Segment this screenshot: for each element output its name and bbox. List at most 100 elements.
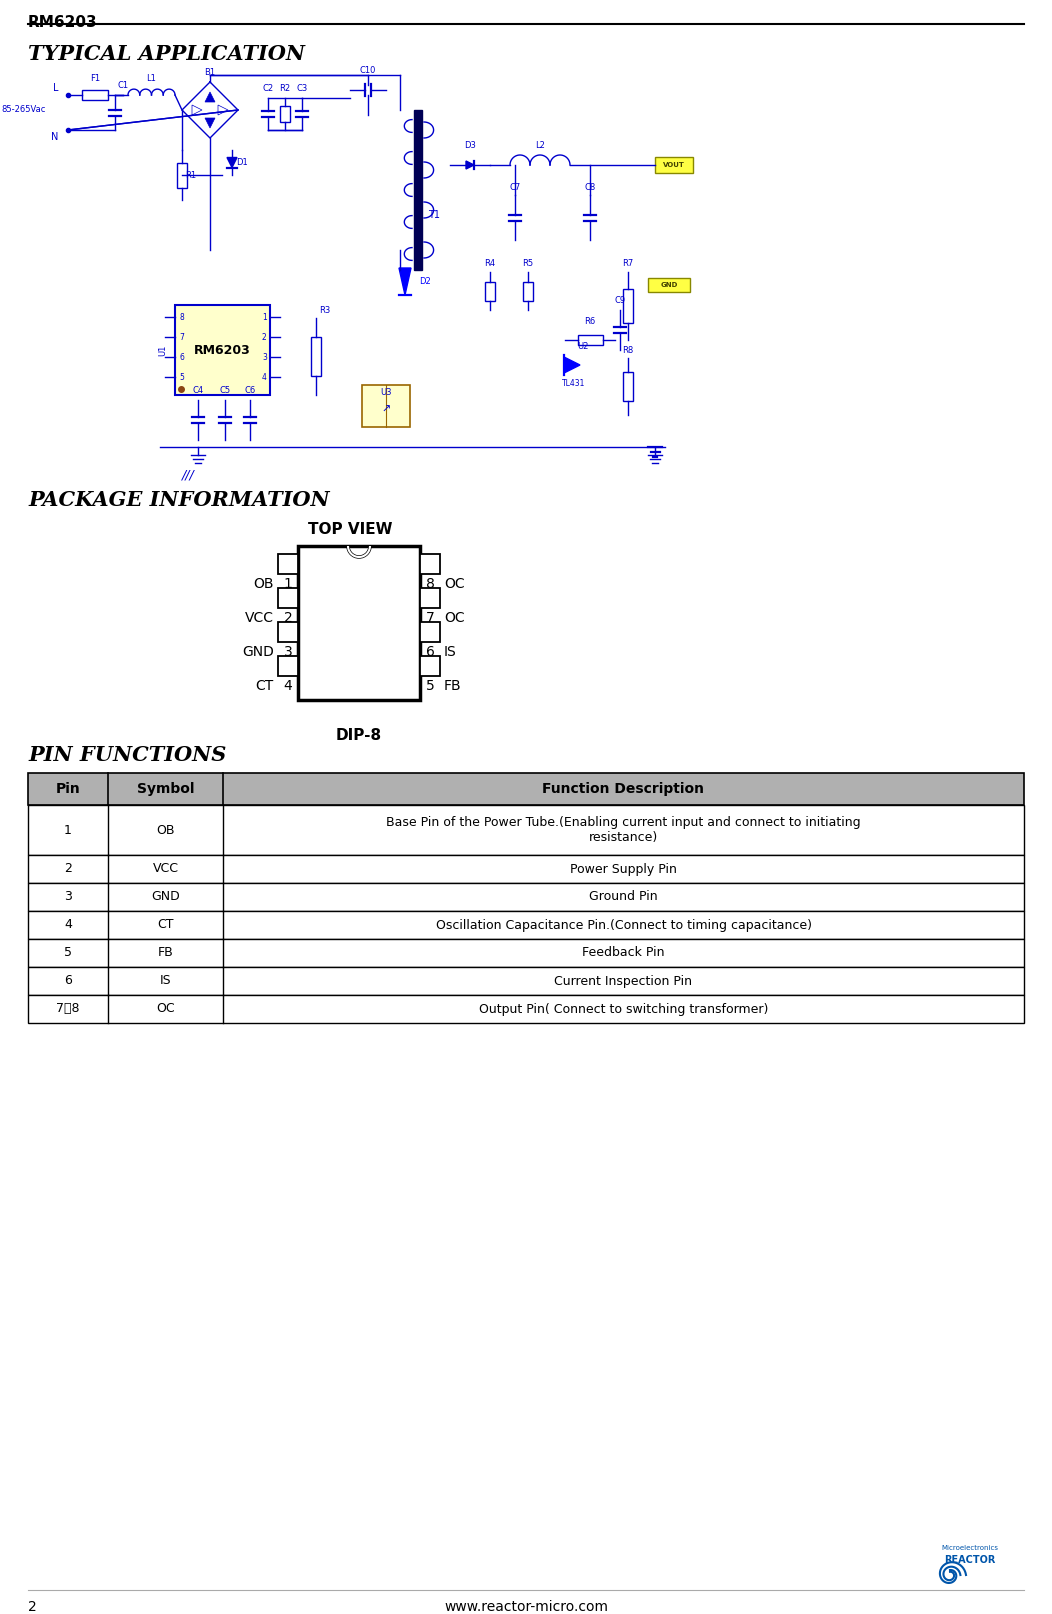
Text: 6: 6 bbox=[426, 646, 434, 659]
Bar bbox=[362, 386, 410, 428]
Polygon shape bbox=[205, 92, 215, 102]
Text: REACTOR: REACTOR bbox=[945, 1554, 995, 1566]
Bar bbox=[311, 337, 321, 376]
Text: IS: IS bbox=[160, 975, 171, 988]
Text: Feedback Pin: Feedback Pin bbox=[582, 946, 665, 959]
Text: Pin: Pin bbox=[56, 783, 80, 796]
Text: 4: 4 bbox=[284, 679, 292, 692]
Text: F1: F1 bbox=[89, 74, 100, 82]
Text: 7: 7 bbox=[426, 612, 434, 625]
Text: C7: C7 bbox=[509, 182, 521, 192]
Text: OC: OC bbox=[444, 612, 465, 625]
Text: 3: 3 bbox=[64, 891, 72, 904]
Polygon shape bbox=[466, 161, 474, 169]
Bar bbox=[298, 546, 420, 700]
Text: C9: C9 bbox=[614, 295, 626, 305]
Bar bbox=[523, 281, 533, 300]
Bar bbox=[28, 773, 1024, 805]
Bar bbox=[414, 110, 422, 270]
Text: 5: 5 bbox=[64, 946, 72, 959]
Text: ///: /// bbox=[182, 470, 195, 483]
Bar bbox=[420, 621, 440, 642]
Text: 1: 1 bbox=[262, 313, 267, 321]
Text: TYPICAL APPLICATION: TYPICAL APPLICATION bbox=[28, 44, 305, 65]
Text: R5: R5 bbox=[523, 258, 533, 268]
Text: T1: T1 bbox=[428, 210, 440, 220]
Text: GND: GND bbox=[661, 282, 677, 287]
Text: 7: 7 bbox=[179, 332, 184, 342]
Text: 85-265Vac: 85-265Vac bbox=[2, 105, 46, 115]
Text: R4: R4 bbox=[484, 258, 495, 268]
Bar bbox=[28, 967, 1024, 994]
Text: Output Pin( Connect to switching transformer): Output Pin( Connect to switching transfo… bbox=[479, 1002, 768, 1015]
Text: C3: C3 bbox=[297, 84, 307, 94]
Text: R3: R3 bbox=[319, 307, 330, 315]
Text: Base Pin of the Power Tube.(Enabling current input and connect to initiating
res: Base Pin of the Power Tube.(Enabling cur… bbox=[386, 817, 861, 844]
Bar bbox=[28, 939, 1024, 967]
Text: FB: FB bbox=[444, 679, 462, 692]
Bar bbox=[28, 994, 1024, 1023]
Text: R8: R8 bbox=[623, 345, 633, 355]
Polygon shape bbox=[193, 105, 202, 115]
Text: R2: R2 bbox=[280, 84, 290, 94]
Text: www.reactor-micro.com: www.reactor-micro.com bbox=[444, 1599, 608, 1614]
Bar bbox=[623, 289, 633, 323]
Polygon shape bbox=[227, 158, 237, 168]
Text: L1: L1 bbox=[146, 74, 157, 82]
Text: VOUT: VOUT bbox=[663, 161, 685, 168]
Text: Ground Pin: Ground Pin bbox=[589, 891, 658, 904]
Text: U2: U2 bbox=[576, 342, 588, 350]
Text: GND: GND bbox=[151, 891, 180, 904]
Text: GND: GND bbox=[242, 646, 274, 659]
Text: 6: 6 bbox=[179, 352, 184, 362]
Bar bbox=[278, 554, 298, 575]
Text: Current Inspection Pin: Current Inspection Pin bbox=[554, 975, 692, 988]
Text: 6: 6 bbox=[64, 975, 72, 988]
Text: B1: B1 bbox=[204, 68, 216, 77]
Text: Symbol: Symbol bbox=[137, 783, 195, 796]
Text: 4: 4 bbox=[64, 918, 72, 931]
Bar bbox=[28, 883, 1024, 910]
Text: R1: R1 bbox=[185, 171, 196, 179]
Text: IS: IS bbox=[444, 646, 457, 659]
Text: 3: 3 bbox=[284, 646, 292, 659]
Text: C8: C8 bbox=[584, 182, 595, 192]
Text: TL431: TL431 bbox=[562, 379, 585, 387]
Polygon shape bbox=[218, 105, 228, 115]
Bar bbox=[655, 157, 693, 173]
Text: N: N bbox=[50, 132, 58, 142]
Polygon shape bbox=[399, 268, 411, 295]
Text: L2: L2 bbox=[535, 140, 545, 150]
Text: RM6203: RM6203 bbox=[28, 15, 98, 31]
Text: 7、8: 7、8 bbox=[56, 1002, 80, 1015]
Text: DIP-8: DIP-8 bbox=[336, 728, 382, 742]
Text: VCC: VCC bbox=[245, 612, 274, 625]
Text: OC: OC bbox=[156, 1002, 175, 1015]
Bar bbox=[648, 278, 690, 292]
Text: RM6203: RM6203 bbox=[195, 344, 250, 357]
Bar bbox=[278, 621, 298, 642]
Bar bbox=[28, 855, 1024, 883]
Bar bbox=[420, 587, 440, 608]
Text: OB: OB bbox=[254, 576, 274, 591]
Text: 1: 1 bbox=[284, 576, 292, 591]
Bar bbox=[280, 107, 290, 123]
Text: CT: CT bbox=[157, 918, 174, 931]
Text: U3: U3 bbox=[380, 387, 391, 397]
Text: C10: C10 bbox=[360, 66, 377, 74]
Text: PACKAGE INFORMATION: PACKAGE INFORMATION bbox=[28, 491, 329, 510]
Bar bbox=[175, 305, 270, 395]
Text: 4: 4 bbox=[262, 373, 267, 381]
Text: C1: C1 bbox=[118, 81, 129, 90]
Text: FB: FB bbox=[158, 946, 174, 959]
Bar bbox=[177, 163, 187, 187]
Text: R7: R7 bbox=[623, 258, 633, 268]
Text: C6: C6 bbox=[244, 386, 256, 395]
Text: 1: 1 bbox=[64, 823, 72, 836]
Text: VCC: VCC bbox=[153, 862, 179, 875]
Polygon shape bbox=[564, 357, 580, 373]
Text: Microelectronics: Microelectronics bbox=[942, 1545, 998, 1551]
Text: 8: 8 bbox=[426, 576, 434, 591]
Text: 5: 5 bbox=[426, 679, 434, 692]
Text: 2: 2 bbox=[64, 862, 72, 875]
